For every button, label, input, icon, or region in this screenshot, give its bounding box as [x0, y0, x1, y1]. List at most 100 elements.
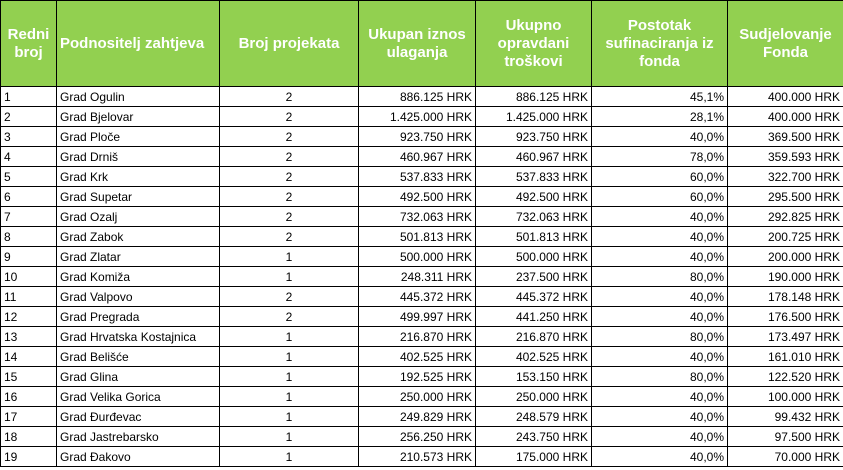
cell-postotak: 40,0% [591, 126, 728, 147]
cell-broj-projekata: 2 [219, 206, 359, 227]
cell-redni-broj: 10 [0, 266, 57, 287]
table-row: 9 Grad Zlatar 1 500.000 HRK 500.000 HRK 40,0%… [0, 246, 843, 267]
cell-ukupan-iznos: 537.833 HRK [358, 166, 476, 187]
cell-postotak: 80,0% [591, 366, 728, 387]
cell-podnositelj: Grad Zabok [56, 226, 220, 247]
cell-sudjelovanje: 161.010 HRK [727, 346, 843, 367]
table-row: 16 Grad Velika Gorica 1 250.000 HRK 250.000 … [0, 386, 843, 407]
cell-postotak: 45,1% [591, 86, 728, 107]
table-row: 10 Grad Komiža 1 248.311 HRK 237.500 HRK 80,0… [0, 266, 843, 287]
cell-sudjelovanje: 99.432 HRK [727, 406, 843, 427]
cell-ukupan-iznos: 402.525 HRK [358, 346, 476, 367]
cell-podnositelj: Grad Pregrada [56, 306, 220, 327]
cell-broj-projekata: 1 [219, 266, 359, 287]
cell-sudjelovanje: 173.497 HRK [727, 326, 843, 347]
cell-postotak: 40,0% [591, 226, 728, 247]
cell-opravdani-troskovi: 250.000 HRK [475, 386, 592, 407]
cell-opravdani-troskovi: 886.125 HRK [475, 86, 592, 107]
cell-ukupan-iznos: 256.250 HRK [358, 426, 476, 447]
cell-sudjelovanje: 97.500 HRK [727, 426, 843, 447]
header-ukupan-iznos: Ukupan iznos ulaganja [358, 0, 476, 87]
table-row: 18 Grad Jastrebarsko 1 256.250 HRK 243.750 H… [0, 426, 843, 447]
cell-podnositelj: Grad Belišće [56, 346, 220, 367]
cell-redni-broj: 18 [0, 426, 57, 447]
cell-redni-broj: 6 [0, 186, 57, 207]
cell-sudjelovanje: 176.500 HRK [727, 306, 843, 327]
cell-opravdani-troskovi: 216.870 HRK [475, 326, 592, 347]
cell-sudjelovanje: 369.500 HRK [727, 126, 843, 147]
table-row: 19 Grad Đakovo 1 210.573 HRK 175.000 HRK 40,0… [0, 446, 843, 467]
cell-podnositelj: Grad Valpovo [56, 286, 220, 307]
cell-opravdani-troskovi: 243.750 HRK [475, 426, 592, 447]
cell-redni-broj: 8 [0, 226, 57, 247]
cell-ukupan-iznos: 445.372 HRK [358, 286, 476, 307]
cell-opravdani-troskovi: 153.150 HRK [475, 366, 592, 387]
header-sudjelovanje: Sudjelovanje Fonda [727, 0, 843, 87]
cell-postotak: 40,0% [591, 286, 728, 307]
cell-postotak: 40,0% [591, 386, 728, 407]
cell-ukupan-iznos: 249.829 HRK [358, 406, 476, 427]
table-row: 8 Grad Zabok 2 501.813 HRK 501.813 HRK 40,0% 2… [0, 226, 843, 247]
cell-postotak: 40,0% [591, 406, 728, 427]
cell-postotak: 80,0% [591, 326, 728, 347]
cell-sudjelovanje: 190.000 HRK [727, 266, 843, 287]
cell-podnositelj: Grad Ogulin [56, 86, 220, 107]
cell-opravdani-troskovi: 492.500 HRK [475, 186, 592, 207]
header-redni-broj: Redni broj [0, 0, 57, 87]
cell-broj-projekata: 1 [219, 366, 359, 387]
cell-ukupan-iznos: 923.750 HRK [358, 126, 476, 147]
cell-ukupan-iznos: 216.870 HRK [358, 326, 476, 347]
cell-podnositelj: Grad Hrvatska Kostajnica [56, 326, 220, 347]
cell-podnositelj: Grad Zlatar [56, 246, 220, 267]
cell-redni-broj: 5 [0, 166, 57, 187]
cell-opravdani-troskovi: 445.372 HRK [475, 286, 592, 307]
cell-redni-broj: 15 [0, 366, 57, 387]
table-row: 13 Grad Hrvatska Kostajnica 1 216.870 HRK 21… [0, 326, 843, 347]
cell-opravdani-troskovi: 237.500 HRK [475, 266, 592, 287]
cell-sudjelovanje: 322.700 HRK [727, 166, 843, 187]
cell-postotak: 60,0% [591, 186, 728, 207]
cell-postotak: 40,0% [591, 426, 728, 447]
cell-ukupan-iznos: 192.525 HRK [358, 366, 476, 387]
cell-opravdani-troskovi: 248.579 HRK [475, 406, 592, 427]
cell-postotak: 28,1% [591, 106, 728, 127]
cell-opravdani-troskovi: 537.833 HRK [475, 166, 592, 187]
cell-broj-projekata: 1 [219, 426, 359, 447]
header-row: Redni broj Podnositelj zahtjeva Broj pro… [0, 0, 843, 87]
cell-ukupan-iznos: 499.997 HRK [358, 306, 476, 327]
table-row: 12 Grad Pregrada 2 499.997 HRK 441.250 HRK 40… [0, 306, 843, 327]
cell-podnositelj: Grad Drniš [56, 146, 220, 167]
cell-podnositelj: Grad Supetar [56, 186, 220, 207]
table-row: 3 Grad Ploče 2 923.750 HRK 923.750 HRK 40,0% 3… [0, 126, 843, 147]
cell-broj-projekata: 2 [219, 226, 359, 247]
cell-ukupan-iznos: 492.500 HRK [358, 186, 476, 207]
cell-podnositelj: Grad Bjelovar [56, 106, 220, 127]
cell-ukupan-iznos: 210.573 HRK [358, 446, 476, 467]
table-row: 4 Grad Drniš 2 460.967 HRK 460.967 HRK 78,0% 3… [0, 146, 843, 167]
cell-ukupan-iznos: 501.813 HRK [358, 226, 476, 247]
cell-redni-broj: 9 [0, 246, 57, 267]
cell-podnositelj: Grad Ozalj [56, 206, 220, 227]
table-row: 6 Grad Supetar 2 492.500 HRK 492.500 HRK 60,0… [0, 186, 843, 207]
cell-broj-projekata: 2 [219, 146, 359, 167]
cell-sudjelovanje: 400.000 HRK [727, 106, 843, 127]
cell-postotak: 40,0% [591, 246, 728, 267]
cell-podnositelj: Grad Đurđevac [56, 406, 220, 427]
cell-podnositelj: Grad Velika Gorica [56, 386, 220, 407]
table-body: 1 Grad Ogulin 2 886.125 HRK 886.125 HRK 45,1%… [0, 86, 843, 467]
cell-opravdani-troskovi: 500.000 HRK [475, 246, 592, 267]
cell-redni-broj: 19 [0, 446, 57, 467]
cell-sudjelovanje: 178.148 HRK [727, 286, 843, 307]
cell-ukupan-iznos: 250.000 HRK [358, 386, 476, 407]
cell-opravdani-troskovi: 460.967 HRK [475, 146, 592, 167]
cell-sudjelovanje: 70.000 HRK [727, 446, 843, 467]
cell-podnositelj: Grad Ploče [56, 126, 220, 147]
table-row: 14 Grad Belišće 1 402.525 HRK 402.525 HRK 40,… [0, 346, 843, 367]
cell-broj-projekata: 2 [219, 126, 359, 147]
cell-sudjelovanje: 295.500 HRK [727, 186, 843, 207]
table-row: 1 Grad Ogulin 2 886.125 HRK 886.125 HRK 45,1%… [0, 86, 843, 107]
cell-postotak: 78,0% [591, 146, 728, 167]
cell-redni-broj: 4 [0, 146, 57, 167]
cell-redni-broj: 7 [0, 206, 57, 227]
cell-redni-broj: 11 [0, 286, 57, 307]
